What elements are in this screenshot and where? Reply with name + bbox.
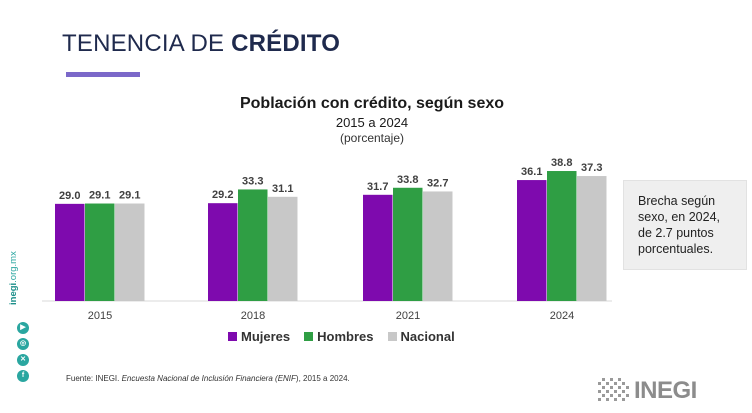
youtube-icon[interactable]: ▶ <box>17 322 29 334</box>
legend-label-hombres: Hombres <box>317 329 374 344</box>
bar-mujeres-2021 <box>363 194 393 301</box>
x-tick-label-2015: 2015 <box>88 310 112 322</box>
x-tick-label-2021: 2021 <box>396 310 420 322</box>
chart-unit: (porcentaje) <box>339 131 405 145</box>
chart-title: Población con crédito, según sexo <box>239 95 505 112</box>
source-prefix: Fuente: <box>66 374 96 383</box>
website-url[interactable]: inegi.org.mx <box>8 251 19 305</box>
value-label-mujeres-2018: 29.2 <box>212 189 233 201</box>
legend-swatch-hombres <box>304 332 314 341</box>
legend-item-mujeres: Mujeres <box>228 329 290 344</box>
source-survey: Encuesta Nacional de Inclusión Financier… <box>119 374 278 383</box>
value-label-nacional-2024: 37.3 <box>581 162 602 174</box>
bar-hombres-2024 <box>547 171 577 301</box>
x-tick-label-2024: 2024 <box>550 310 574 322</box>
bar-nacional-2018 <box>268 196 298 301</box>
inegi-logo: INEGI <box>598 377 697 405</box>
source-org: INEGI. <box>95 374 120 383</box>
value-label-nacional-2021: 32.7 <box>427 177 448 189</box>
bar-hombres-2021 <box>393 187 423 301</box>
legend-label-nacional: Nacional <box>400 329 455 344</box>
legend-item-hombres: Hombres <box>304 329 374 344</box>
value-label-hombres-2018: 33.3 <box>242 175 263 187</box>
value-label-hombres-2015: 29.1 <box>89 190 110 202</box>
bar-hombres-2018 <box>238 189 268 301</box>
value-label-nacional-2018: 31.1 <box>272 183 293 195</box>
gap-callout: Brecha según sexo, en 2024, de 2.7 punto… <box>623 180 747 270</box>
callout-line-2: sexo, en 2024, <box>638 210 721 224</box>
inegi-logo-mark-icon <box>598 378 629 401</box>
value-label-mujeres-2021: 31.7 <box>367 181 388 193</box>
website-url-bold: inegi <box>8 282 19 305</box>
source-survey-abbr: ENIF <box>277 374 296 383</box>
value-label-hombres-2021: 33.8 <box>397 174 418 186</box>
inegi-logo-text: INEGI <box>634 377 697 404</box>
value-label-mujeres-2015: 29.0 <box>59 190 80 202</box>
bar-mujeres-2018 <box>208 203 238 301</box>
bar-mujeres-2015 <box>55 203 85 301</box>
x-tick-label-2018: 2018 <box>241 310 265 322</box>
slide-title-regular: TENENCIA DE <box>62 30 232 57</box>
source-note: Fuente: INEGI. Encuesta Nacional de Incl… <box>66 374 350 383</box>
callout-line-1: Brecha según <box>638 194 716 208</box>
bar-hombres-2015 <box>85 203 115 301</box>
legend-label-mujeres: Mujeres <box>241 329 291 344</box>
callout-line-3: de 2.7 puntos <box>638 226 714 240</box>
callout-line-4: porcentuales. <box>638 242 714 256</box>
source-suffix: ), 2015 a 2024. <box>295 374 350 383</box>
slide-title: TENENCIA DE CRÉDITO <box>62 30 340 58</box>
title-underline <box>66 72 140 77</box>
x-icon[interactable]: ✕ <box>17 354 29 366</box>
bar-nacional-2021 <box>423 191 453 301</box>
bar-nacional-2015 <box>115 203 145 301</box>
legend-swatch-mujeres <box>228 332 237 341</box>
bar-mujeres-2024 <box>517 180 547 301</box>
website-url-rest: .org.mx <box>8 251 19 283</box>
bar-nacional-2024 <box>577 176 607 301</box>
chart-subtitle: 2015 a 2024 <box>335 115 409 130</box>
value-label-mujeres-2024: 36.1 <box>521 166 542 178</box>
value-label-nacional-2015: 29.1 <box>119 190 140 202</box>
facebook-icon[interactable]: f <box>17 370 29 382</box>
instagram-icon[interactable]: ◎ <box>17 338 29 350</box>
chart-legend: Mujeres Hombres Nacional <box>228 329 455 344</box>
value-label-hombres-2024: 38.8 <box>551 157 572 169</box>
legend-swatch-nacional <box>387 332 397 341</box>
slide-title-bold: CRÉDITO <box>231 30 341 57</box>
legend-item-nacional: Nacional <box>387 329 455 344</box>
